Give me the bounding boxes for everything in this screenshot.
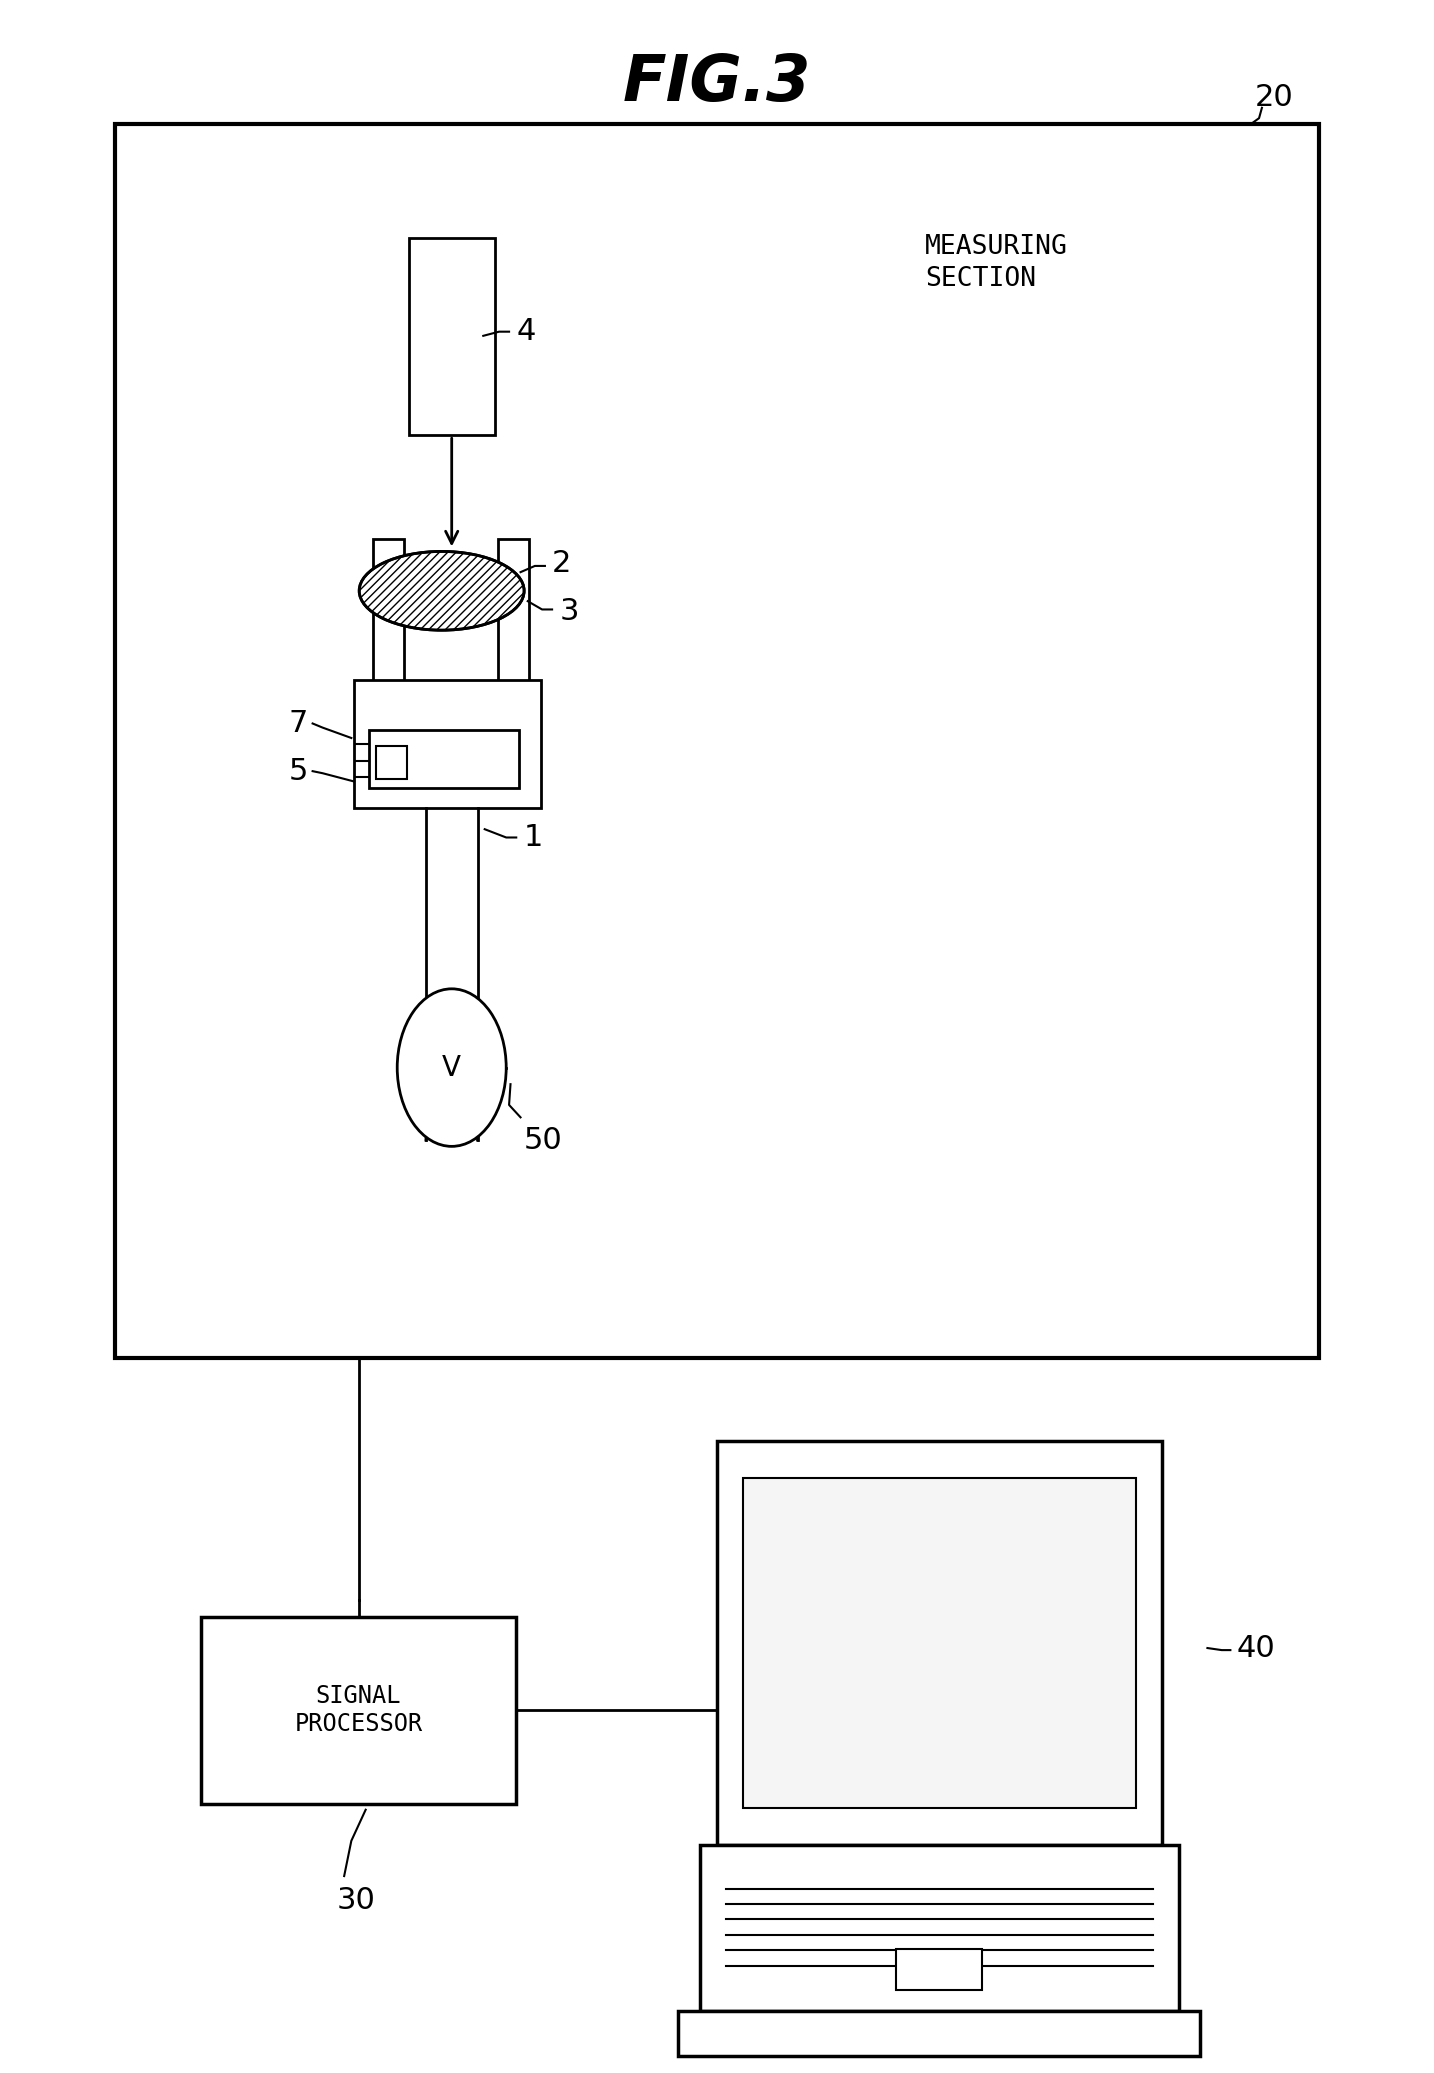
Bar <box>409 238 495 435</box>
Bar <box>376 746 407 779</box>
Text: 7: 7 <box>288 709 308 738</box>
Text: 1: 1 <box>523 823 543 852</box>
Bar <box>115 124 1319 1358</box>
Text: 40: 40 <box>1236 1634 1275 1663</box>
Bar <box>717 1441 1162 1845</box>
Bar <box>896 1949 982 1990</box>
Bar <box>354 680 541 808</box>
Text: 20: 20 <box>1255 83 1293 112</box>
Text: SIGNAL
PROCESSOR: SIGNAL PROCESSOR <box>294 1685 423 1735</box>
Bar <box>201 1617 516 1804</box>
Text: 3: 3 <box>559 597 579 626</box>
Bar <box>700 1845 1179 2011</box>
Bar <box>678 2011 1200 2056</box>
Bar <box>369 730 519 788</box>
Text: 50: 50 <box>523 1126 562 1155</box>
Bar <box>743 1478 1136 1808</box>
Text: MEASURING
SECTION: MEASURING SECTION <box>925 234 1068 292</box>
Text: V: V <box>442 1053 462 1082</box>
Circle shape <box>397 989 506 1146</box>
Bar <box>373 539 404 688</box>
Text: 2: 2 <box>552 549 572 578</box>
Bar <box>498 539 529 688</box>
Text: FIG.3: FIG.3 <box>622 52 812 114</box>
Ellipse shape <box>358 551 523 630</box>
Text: 5: 5 <box>288 757 308 786</box>
Text: 4: 4 <box>516 317 536 346</box>
Text: 30: 30 <box>337 1886 376 1915</box>
